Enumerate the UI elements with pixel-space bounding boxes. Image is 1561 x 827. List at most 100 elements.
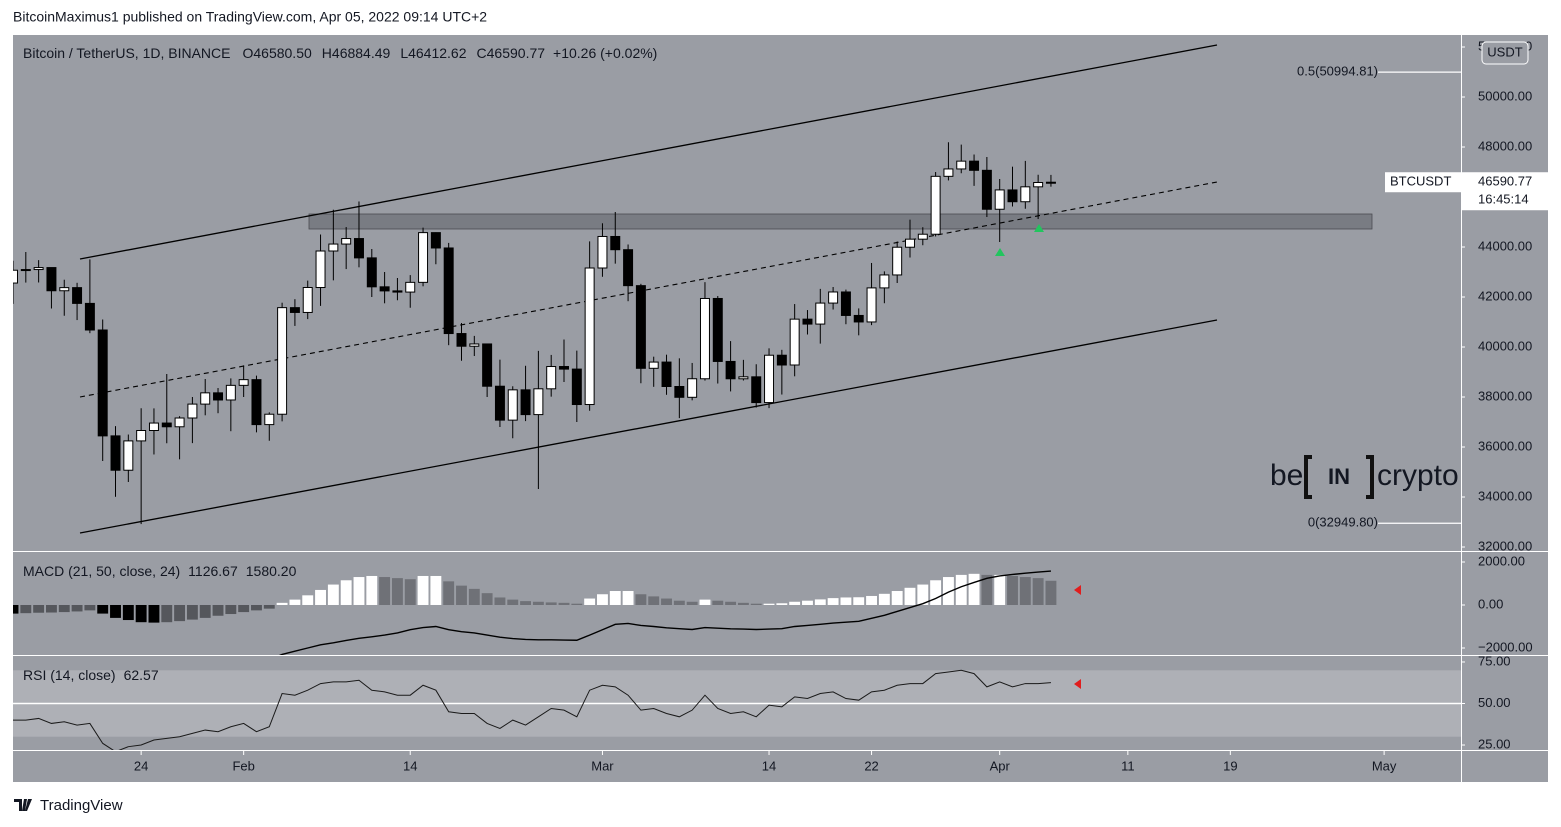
macd-histogram-bar — [571, 603, 583, 605]
y-tick-label: 42000.00 — [1478, 288, 1532, 303]
candle-body — [905, 238, 915, 248]
candle-body — [533, 388, 544, 416]
candle-body — [1020, 186, 1031, 203]
candle-body — [981, 169, 992, 210]
candle-body — [546, 366, 557, 390]
candle-body — [405, 281, 416, 293]
support-zone — [308, 213, 1373, 230]
macd-histogram-bar — [635, 594, 647, 605]
macd-histogram-bar — [545, 602, 557, 605]
macd-histogram-bar — [212, 604, 224, 616]
macd-histogram-bar — [199, 604, 211, 618]
candle-body — [264, 413, 275, 426]
symbol-tag: BTCUSDT — [1390, 174, 1451, 189]
candle-body — [559, 366, 569, 370]
candle-body — [866, 287, 877, 323]
candle-body — [930, 175, 941, 235]
macd-histogram-bar — [443, 581, 455, 605]
candle-body — [20, 269, 31, 272]
brand-logo — [14, 799, 32, 811]
macd-histogram-bar — [161, 604, 173, 623]
candle-body — [302, 287, 313, 313]
macd-histogram-bar — [725, 601, 737, 605]
candle-body — [738, 376, 749, 380]
macd-histogram-bar — [20, 604, 32, 614]
candle-body — [1045, 181, 1056, 184]
macd-histogram-bar — [994, 574, 1006, 605]
candle-body — [623, 249, 634, 287]
candle-body — [879, 274, 890, 289]
legend-key: L — [400, 45, 408, 61]
candle-body — [802, 318, 813, 325]
red-marker — [1074, 585, 1081, 595]
candle-body — [84, 302, 95, 331]
candle-body — [430, 232, 441, 249]
candle-body — [1007, 189, 1018, 203]
watermark-bracket — [1304, 455, 1374, 499]
candle-body — [225, 384, 236, 401]
candle-body — [520, 389, 531, 416]
macd-histogram-bar — [904, 587, 916, 605]
macd-histogram-bar — [1045, 580, 1057, 605]
candle-body — [251, 379, 262, 426]
macd-histogram-bar — [750, 603, 762, 605]
watermark-text: be — [1270, 459, 1303, 492]
candle-body — [392, 290, 403, 293]
macd-histogram-bar — [878, 593, 890, 605]
candle-body — [994, 189, 1005, 210]
candle-body — [776, 354, 787, 366]
macd-histogram-bar — [148, 604, 160, 623]
legend-key: C — [477, 45, 487, 61]
candle-body — [341, 238, 352, 245]
green-arrow — [995, 248, 1005, 256]
footer: TradingView — [14, 797, 123, 814]
candle-body — [584, 267, 595, 406]
candle-body — [123, 440, 134, 471]
candle-body — [648, 361, 659, 369]
candle-body — [72, 287, 83, 304]
x-tick-label: Mar — [591, 758, 614, 773]
macd-histogram-bar — [661, 598, 672, 605]
macd-histogram-bar — [968, 573, 980, 605]
macd-histogram-bar — [981, 574, 993, 605]
macd-histogram-bar — [327, 584, 339, 605]
candle-body — [97, 329, 108, 437]
macd-histogram-bar — [404, 579, 416, 605]
macd-histogram-bar — [955, 574, 967, 605]
y-tick-label: 36000.00 — [1478, 438, 1532, 453]
macd-histogram-bar — [58, 604, 70, 613]
candle-body — [764, 354, 775, 404]
macd-histogram-bar — [776, 603, 788, 605]
macd-histogram-bar — [1007, 575, 1018, 605]
candle-body — [840, 291, 851, 316]
macd-histogram-bar — [609, 591, 621, 605]
legend-key: O — [242, 45, 253, 61]
x-tick-label: Feb — [232, 758, 254, 773]
macd-histogram-bar — [315, 589, 326, 605]
y-tick-label: 48000.00 — [1478, 138, 1532, 153]
macd-histogram-value: 1126.67 — [188, 563, 238, 579]
candle-body — [610, 235, 621, 251]
macd-histogram-bar — [622, 591, 634, 605]
macd-histogram-bar — [866, 595, 877, 605]
y-tick-label: 34000.00 — [1478, 488, 1532, 503]
candle-body — [892, 246, 903, 276]
x-tick-label: 14 — [762, 758, 776, 773]
macd-histogram-bar — [366, 575, 378, 605]
candle-body — [597, 235, 608, 269]
y-tick-label: 0.00 — [1478, 596, 1503, 611]
x-tick-label: Apr — [990, 758, 1011, 773]
price-tag-box — [1462, 172, 1548, 211]
legend-value: 46884.49 — [332, 45, 391, 61]
macd-title: MACD (21, 50, close, 24) — [23, 563, 180, 579]
candle-body — [725, 360, 736, 380]
candle-body — [687, 378, 698, 398]
macd-histogram-bar — [520, 601, 532, 605]
candle-body — [353, 238, 364, 259]
macd-histogram-bar — [891, 591, 903, 605]
candle-body — [482, 343, 493, 387]
legend-value: 46590.77 — [487, 45, 546, 61]
candle-body — [789, 318, 800, 366]
candle-body — [161, 422, 172, 428]
